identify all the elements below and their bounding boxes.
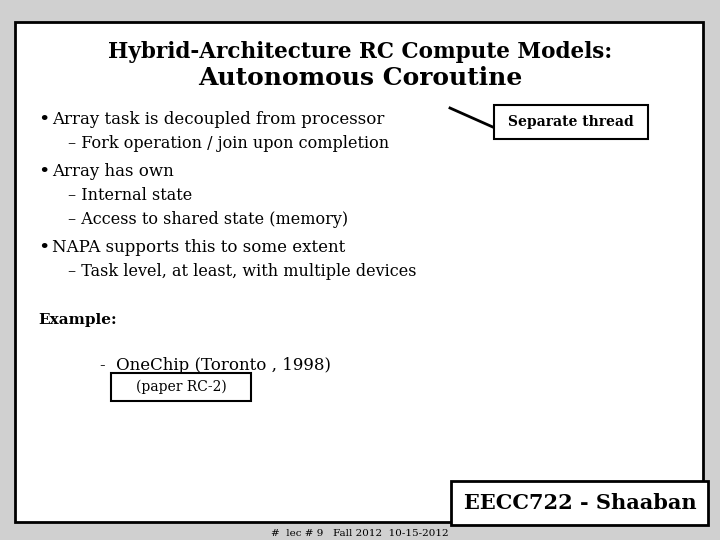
Text: #  lec # 9   Fall 2012  10-15-2012: # lec # 9 Fall 2012 10-15-2012	[271, 530, 449, 538]
FancyBboxPatch shape	[494, 105, 648, 139]
Text: Hybrid-Architecture RC Compute Models:: Hybrid-Architecture RC Compute Models:	[108, 41, 612, 63]
Text: – Access to shared state (memory): – Access to shared state (memory)	[68, 212, 348, 228]
Text: NAPA supports this to some extent: NAPA supports this to some extent	[52, 240, 346, 256]
Text: Separate thread: Separate thread	[508, 115, 634, 129]
FancyBboxPatch shape	[111, 373, 251, 401]
Text: •: •	[38, 163, 50, 181]
Text: Array has own: Array has own	[52, 164, 174, 180]
Text: •: •	[38, 239, 50, 257]
Text: – Fork operation / join upon completion: – Fork operation / join upon completion	[68, 136, 389, 152]
Text: Autonomous Coroutine: Autonomous Coroutine	[198, 66, 522, 90]
Text: EECC722 - Shaaban: EECC722 - Shaaban	[464, 493, 696, 513]
Text: •: •	[38, 111, 50, 129]
Text: – Internal state: – Internal state	[68, 187, 192, 205]
Text: Array task is decoupled from processor: Array task is decoupled from processor	[52, 111, 384, 129]
FancyBboxPatch shape	[451, 481, 708, 525]
Text: -  OneChip (Toronto , 1998): - OneChip (Toronto , 1998)	[100, 356, 331, 374]
Text: – Task level, at least, with multiple devices: – Task level, at least, with multiple de…	[68, 264, 416, 280]
Text: Example:: Example:	[38, 313, 117, 327]
Text: (paper RC-2): (paper RC-2)	[135, 380, 226, 394]
FancyBboxPatch shape	[15, 22, 703, 522]
